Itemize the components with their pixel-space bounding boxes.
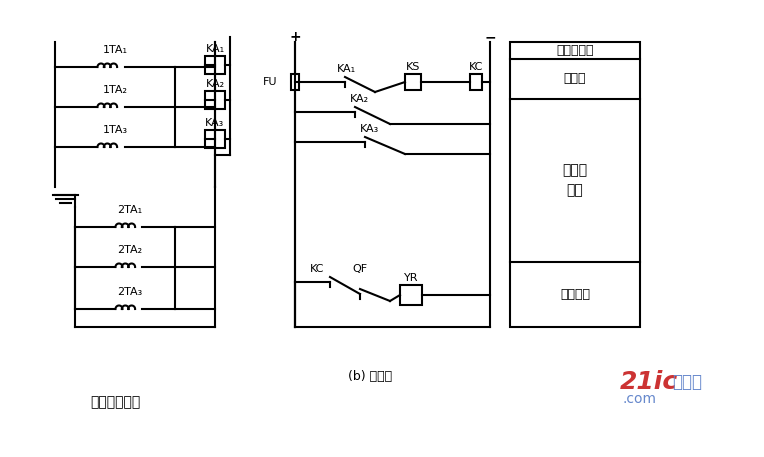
Text: KA₁: KA₁ bbox=[337, 64, 356, 74]
Bar bbox=[400, 285, 422, 305]
Text: KA₁: KA₁ bbox=[206, 44, 225, 54]
Bar bbox=[291, 74, 299, 90]
Text: KA₃: KA₃ bbox=[206, 118, 225, 128]
Text: 2TA₂: 2TA₂ bbox=[118, 245, 143, 255]
Text: 熔断器: 熔断器 bbox=[564, 73, 586, 85]
Bar bbox=[205, 130, 225, 148]
Text: QF: QF bbox=[352, 264, 367, 274]
Text: +: + bbox=[290, 30, 301, 44]
Text: 电子网: 电子网 bbox=[672, 373, 702, 391]
Text: KA₃: KA₃ bbox=[360, 124, 379, 134]
Text: KS: KS bbox=[406, 62, 420, 72]
Text: 控制小母线: 控制小母线 bbox=[556, 43, 594, 57]
Text: (b) 展开图: (b) 展开图 bbox=[348, 371, 392, 383]
Bar bbox=[470, 74, 482, 90]
Bar bbox=[205, 56, 225, 74]
Text: 2TA₃: 2TA₃ bbox=[118, 287, 143, 297]
Text: 交流电流回路: 交流电流回路 bbox=[90, 395, 140, 409]
Text: 2TA₁: 2TA₁ bbox=[118, 205, 143, 215]
Text: YR: YR bbox=[403, 273, 418, 283]
Text: FU: FU bbox=[263, 77, 277, 87]
Text: 1TA₃: 1TA₃ bbox=[102, 125, 128, 135]
Text: KA₂: KA₂ bbox=[350, 94, 369, 104]
Text: 1TA₂: 1TA₂ bbox=[102, 85, 128, 95]
Text: 21ic: 21ic bbox=[620, 370, 678, 394]
Text: 跳闸回路: 跳闸回路 bbox=[560, 287, 590, 301]
Bar bbox=[405, 74, 421, 90]
Text: KC: KC bbox=[310, 264, 324, 274]
Text: KA₂: KA₂ bbox=[206, 79, 225, 89]
Bar bbox=[510, 42, 640, 327]
Text: 1TA₁: 1TA₁ bbox=[102, 45, 128, 55]
Text: −: − bbox=[484, 30, 496, 44]
Text: .com: .com bbox=[622, 392, 656, 406]
Bar bbox=[205, 91, 225, 109]
Text: KC: KC bbox=[469, 62, 483, 72]
Text: 纵差动
保护: 纵差动 保护 bbox=[562, 163, 588, 197]
